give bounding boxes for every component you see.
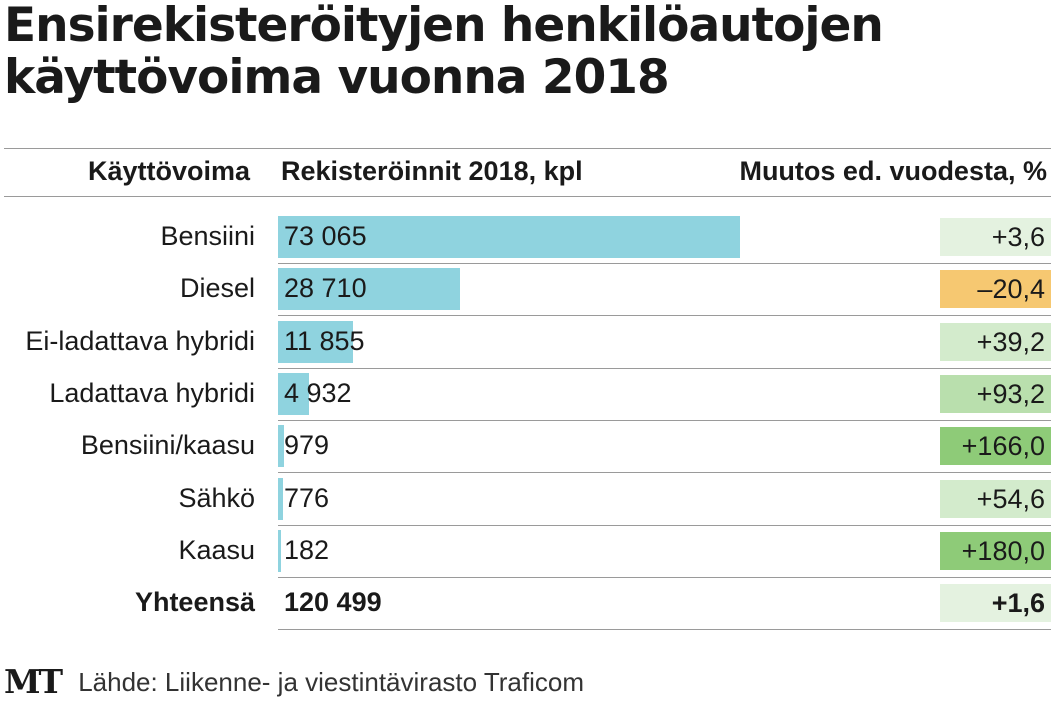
row-ei-ladattava-hybridi: Ei-ladattava hybridi 11 855 +39,2 (0, 317, 1051, 369)
header-value: Rekisteröinnit 2018, kpl (281, 156, 583, 186)
value-label: 73 065 (284, 221, 367, 251)
header-top-rule (4, 148, 1051, 149)
change-value: –20,4 (940, 270, 1051, 309)
row-ladattava-hybridi: Ladattava hybridi 4 932 +93,2 (0, 369, 1051, 421)
value-label: 4 932 (284, 377, 352, 408)
change-value: +180,0 (940, 531, 1051, 570)
bar (278, 268, 460, 311)
value-label: 28 710 (284, 273, 367, 304)
value-label: 979 (284, 430, 330, 461)
change-value: +166,0 (940, 427, 1051, 466)
category-label: Ei-ladattava hybridi (25, 325, 255, 356)
header-change: Muutos ed. vuodesta, % (739, 156, 1047, 186)
header-bottom-rule (4, 196, 1051, 197)
bar (278, 372, 310, 415)
row-total: Yhteensä 120 499 +1,6 (0, 578, 1051, 631)
header-category: Käyttövoima (88, 156, 251, 186)
row-divider (278, 315, 1051, 317)
mt-logo: MT (4, 662, 63, 701)
value-label: 11 855 (284, 325, 365, 356)
row-divider (278, 472, 1051, 474)
category-label: Bensiini/kaasu (80, 430, 255, 461)
change-value: +1,6 (940, 584, 1051, 623)
bar (278, 425, 285, 468)
row-bensiini: Bensiini 73 065 +3,6 (0, 212, 1051, 264)
row-diesel: Diesel 28 710 –20,4 (0, 264, 1051, 317)
row-divider (278, 367, 1051, 369)
value-label: 120 499 (284, 587, 382, 618)
value-label: 182 (284, 534, 330, 565)
bar (278, 477, 283, 520)
bar (278, 529, 281, 572)
category-label: Kaasu (178, 534, 255, 565)
row-sähkö: Sähkö 776 +54,6 (0, 474, 1051, 526)
row-bensiini-kaasu: Bensiini/kaasu 979 +166,0 (0, 421, 1051, 474)
value-label: 776 (284, 482, 330, 513)
bar (278, 216, 740, 258)
change-value: +39,2 (940, 322, 1051, 361)
footer: MT Lähde: Liikenne- ja viestintävirasto … (4, 662, 584, 702)
source-text: Lähde: Liikenne- ja viestintävirasto Tra… (78, 667, 584, 697)
category-label: Bensiini (160, 221, 255, 251)
change-value: +54,6 (940, 479, 1051, 518)
bar (278, 320, 353, 363)
row-divider (278, 263, 1051, 264)
change-value: +93,2 (940, 374, 1051, 413)
row-divider (278, 576, 1051, 578)
chart-title: Ensirekisteröityjen henkilöautojen käytt… (4, 0, 884, 105)
row-kaasu: Kaasu 182 +180,0 (0, 526, 1051, 578)
category-label: Yhteensä (134, 587, 255, 618)
category-label: Ladattava hybridi (49, 377, 255, 408)
category-label: Diesel (179, 273, 255, 304)
row-divider (278, 629, 1051, 631)
change-value: +3,6 (940, 218, 1051, 256)
row-divider (278, 419, 1051, 421)
row-divider (278, 524, 1051, 526)
category-label: Sähkö (178, 482, 255, 513)
